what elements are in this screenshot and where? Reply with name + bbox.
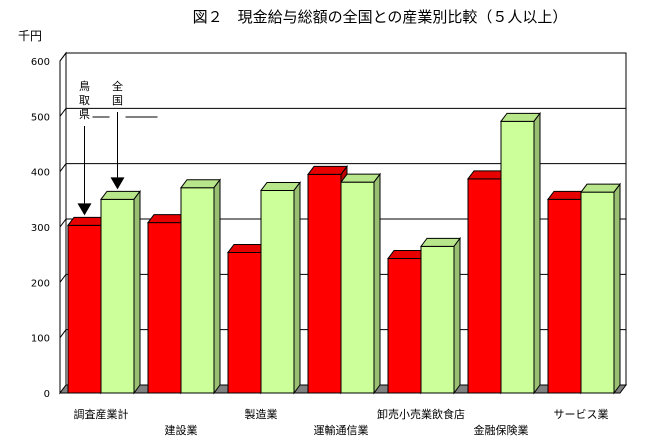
x-tick-label: サービス業 [554, 408, 609, 421]
legend-annotation: 鳥取県 [77, 79, 92, 216]
x-tick-label: 建設業 [165, 423, 198, 437]
gridline [59, 107, 626, 117]
x-tick-label: 金融保険業 [474, 423, 529, 437]
bar [100, 189, 141, 395]
gridlines [59, 52, 626, 338]
svg-text:全国: 全国 [112, 79, 123, 107]
bar [420, 236, 461, 395]
bar [260, 180, 301, 395]
y-tick-label: 500 [31, 112, 50, 123]
y-tick-label: 400 [31, 168, 50, 179]
gridline [59, 52, 626, 62]
bar [500, 111, 541, 395]
y-tick-label: 0 [44, 389, 50, 400]
bar [147, 213, 188, 395]
bar [180, 178, 221, 395]
y-tick-label: 600 [31, 57, 50, 68]
bar [340, 172, 381, 395]
x-tick-label: 調査産業計 [74, 407, 129, 421]
gridline [59, 163, 626, 172]
bar [580, 182, 621, 395]
y-tick-label: 300 [31, 223, 50, 234]
gridline [59, 218, 626, 228]
y-tick-label: 100 [31, 334, 50, 345]
chart-title: 図２ 現金給与総額の全国との産業別比較（５人以上） [193, 8, 568, 26]
y-tick-label: 200 [31, 278, 50, 289]
x-tick-label: 製造業 [245, 407, 278, 421]
x-tick-label: 卸売小売業飲食店 [377, 407, 465, 421]
bars [67, 111, 621, 395]
legend-annotations: 鳥取県 全国 [77, 79, 158, 216]
legend-annotation: 全国 [110, 79, 125, 190]
svg-text:鳥取県: 鳥取県 [79, 79, 90, 121]
y-axis-ticks: 0 100 200 300 400 500 600 [31, 57, 50, 400]
x-tick-label: 運輸通信業 [314, 423, 369, 437]
y-axis-label: 千円 [18, 29, 42, 43]
